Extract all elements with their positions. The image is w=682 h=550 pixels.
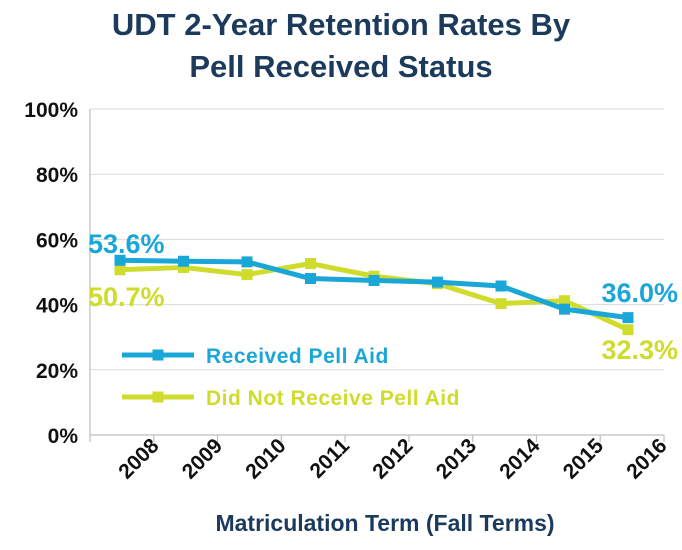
x-axis-title: Matriculation Term (Fall Terms) (215, 510, 554, 536)
series-1-point-2015 (559, 303, 570, 315)
series-2-point-2009 (178, 261, 189, 273)
series-2-point-2008 (114, 264, 126, 276)
y-tick-label-0: 0% (48, 425, 79, 448)
x-tick-label-2011: 2011 (306, 434, 355, 483)
series-1-point-2009 (178, 255, 189, 267)
series-1-point-2013 (432, 276, 443, 288)
x-tick-label-2008: 2008 (114, 434, 164, 484)
series-1-point-2012 (368, 274, 380, 286)
x-tick-label-2009: 2009 (178, 434, 227, 483)
axes (89, 109, 665, 442)
series-1-point-2014 (495, 280, 507, 292)
legend-label-1: Received Pell Aid (206, 345, 389, 368)
series-2-point-2015 (559, 295, 570, 307)
series-lines (114, 254, 634, 336)
series-1-point-2008 (114, 254, 126, 266)
chart-title-line-1: UDT 2-Year Retention Rates By (111, 7, 571, 42)
chart-title: UDT 2-Year Retention Rates By Pell Recei… (0, 4, 682, 88)
legend-marker-2 (152, 391, 164, 403)
chart-title-line-2: Pell Received Status (189, 49, 493, 84)
y-tick-label-80: 80% (36, 164, 78, 187)
series-1-point-2011 (305, 273, 316, 285)
series-2-point-2016 (622, 324, 634, 336)
y-axis-tick-labels: 0% 20% 40% 60% 80% 100% (24, 99, 78, 448)
x-tick-label-2015: 2015 (559, 434, 609, 484)
data-label-series-1-2008: 53.6% (88, 229, 165, 259)
gridlines (90, 108, 664, 371)
y-tick-label-100: 100% (24, 99, 78, 122)
series-2-point-2011 (305, 258, 316, 270)
x-tick-label-2010: 2010 (241, 434, 290, 483)
series-1-point-2010 (241, 256, 253, 268)
x-tick-label-2013: 2013 (432, 434, 481, 483)
series-1-point-2016 (622, 312, 634, 324)
legend-marker-1 (152, 349, 164, 361)
series-2-point-2014 (495, 298, 507, 310)
series-2-point-2010 (241, 269, 253, 281)
x-tick-label-2014: 2014 (495, 434, 545, 484)
y-tick-label-20: 20% (36, 360, 78, 383)
data-label-series-2-2008: 50.7% (88, 282, 165, 312)
legend-label-2: Did Not Receive Pell Aid (206, 387, 460, 410)
data-label-series-2-2016: 32.3% (601, 335, 678, 365)
y-tick-label-60: 60% (36, 229, 78, 252)
y-tick-label-40: 40% (36, 295, 78, 318)
data-label-series-1-2016: 36.0% (601, 278, 678, 308)
x-tick-label-2012: 2012 (368, 434, 417, 483)
data-labels: 53.6% 36.0% 50.7% 32.3% (88, 229, 678, 365)
x-axis-tick-labels: 2008 2009 2010 2011 2012 2013 2014 2015 2016 (114, 434, 671, 484)
legend: Received Pell Aid Did Not Receive Pell Ai… (122, 345, 460, 410)
